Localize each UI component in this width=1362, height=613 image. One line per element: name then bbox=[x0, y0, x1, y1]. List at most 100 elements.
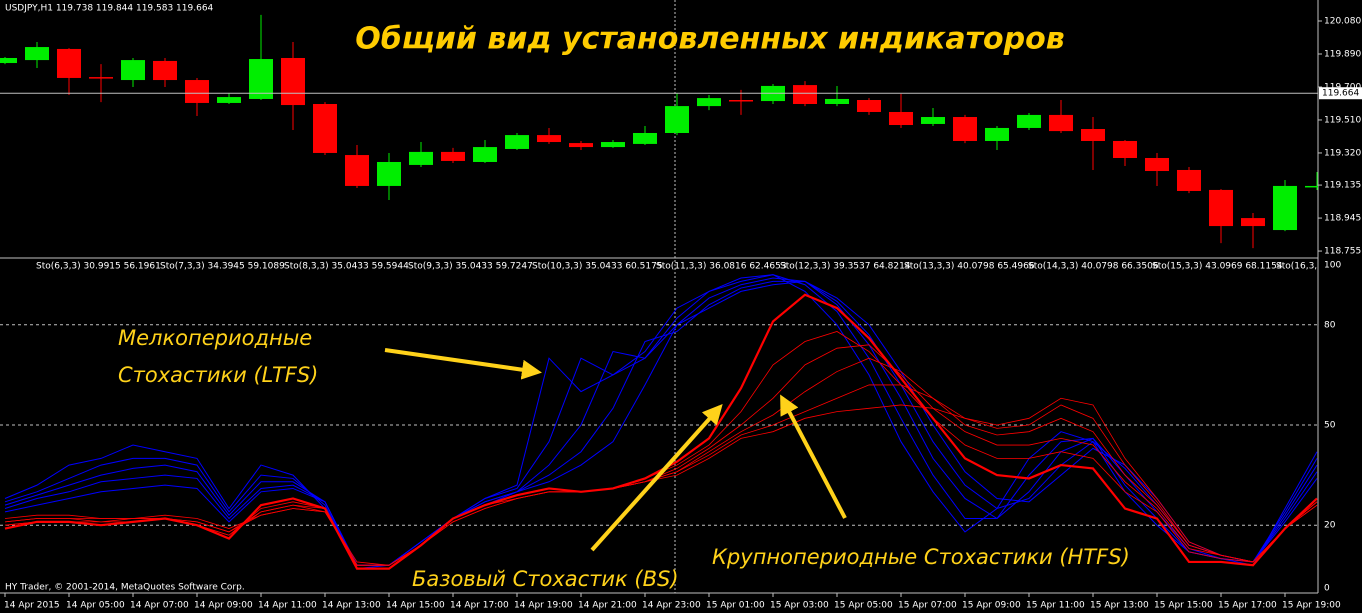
candle-body bbox=[1049, 114, 1073, 132]
annotation: Мелкопериодные bbox=[118, 326, 312, 350]
x-tick-label: 15 Apr 11:00 bbox=[1026, 601, 1085, 611]
y-tick-label: 119.890 bbox=[1324, 49, 1361, 59]
candle-body bbox=[217, 97, 241, 103]
stochastic-line bbox=[4, 274, 1318, 570]
annotation: Стохастики (LTFS) bbox=[118, 363, 318, 387]
candle-body bbox=[1241, 218, 1265, 227]
x-tick-label: 15 Apr 15:00 bbox=[1154, 601, 1213, 611]
legend-entry: Sto(13,3,3) 40.0798 65.4966 bbox=[904, 262, 1035, 272]
x-tick-label: 14 Apr 23:00 bbox=[642, 601, 701, 611]
candle-body bbox=[121, 60, 145, 81]
candle-body bbox=[953, 117, 977, 141]
x-tick-label: 14 Apr 07:00 bbox=[130, 601, 189, 611]
candle-body bbox=[1113, 140, 1137, 158]
legend-entry: Sto(10,3,3) 35.0433 60.5175 bbox=[532, 262, 663, 272]
arrow bbox=[780, 394, 847, 519]
stochastic-line bbox=[4, 384, 1318, 566]
candle-body bbox=[473, 147, 497, 162]
candle-body bbox=[409, 151, 433, 165]
x-tick-label: 15 Apr 03:00 bbox=[770, 601, 829, 611]
x-tick-label: 14 Apr 11:00 bbox=[258, 601, 317, 611]
candle-body bbox=[985, 127, 1009, 141]
legend-entry: Sto(15,3,3) 43.0969 68.1154 bbox=[1152, 262, 1283, 272]
candle-body bbox=[313, 103, 337, 153]
stochastic-line bbox=[4, 397, 1318, 566]
y-tick-label: 120.080 bbox=[1324, 17, 1361, 27]
candle-body bbox=[1273, 185, 1297, 231]
arrow bbox=[384, 348, 542, 380]
legend-entry: Sto(11,3,3) 36.0816 62.4653 bbox=[656, 262, 787, 272]
legend-entry: Sto(8,3,3) 35.0433 59.5944 bbox=[284, 262, 409, 272]
x-tick-label: 15 Apr 05:00 bbox=[834, 601, 893, 611]
annotation: Крупнопериодные Стохастики (HTFS) bbox=[712, 545, 1130, 569]
candle-body bbox=[0, 57, 17, 64]
y-tick-label: 100 bbox=[1324, 261, 1341, 271]
copyright: HY Trader, © 2001-2014, MetaQuotes Softw… bbox=[5, 583, 245, 593]
price-label: 119.664 bbox=[1322, 89, 1359, 99]
y-tick-label: 119.135 bbox=[1324, 181, 1361, 191]
candle-body bbox=[153, 60, 177, 81]
candle-body bbox=[1145, 157, 1169, 172]
candle-body bbox=[185, 80, 209, 103]
legend-entry: Sto(16,3,3) 43.5553 6 bbox=[1276, 262, 1362, 272]
candle-body bbox=[857, 100, 881, 112]
candle-body bbox=[1017, 114, 1041, 128]
symbol-header: USDJPY,H1 119.738 119.844 119.583 119.66… bbox=[5, 4, 214, 14]
candle-body bbox=[633, 132, 657, 144]
candle-body bbox=[729, 100, 753, 102]
candle-body bbox=[1177, 169, 1201, 191]
candle-body bbox=[505, 135, 529, 149]
legend-entry: Sto(6,3,3) 30.9915 56.1961 bbox=[36, 262, 161, 272]
y-tick-label: 20 bbox=[1324, 521, 1336, 531]
candle-body bbox=[1305, 185, 1318, 188]
price-label-box bbox=[1319, 87, 1362, 100]
y-tick-label: 118.755 bbox=[1324, 247, 1361, 257]
legend-entry: Sto(12,3,3) 39.3537 64.8214 bbox=[780, 262, 911, 272]
x-tick-label: 14 Apr 05:00 bbox=[66, 601, 125, 611]
candle-body bbox=[377, 161, 401, 186]
candle-body bbox=[825, 98, 849, 104]
x-tick-label: 14 Apr 19:00 bbox=[514, 601, 573, 611]
y-tick-label: 119.510 bbox=[1324, 115, 1361, 125]
y-tick-label: 0 bbox=[1324, 584, 1330, 594]
stochastic-line bbox=[4, 277, 1318, 566]
candle-body bbox=[537, 135, 561, 143]
candle-body bbox=[665, 106, 689, 133]
candle-body bbox=[57, 48, 81, 78]
y-tick-label: 118.945 bbox=[1324, 214, 1361, 224]
candle-body bbox=[1209, 189, 1233, 227]
candle-body bbox=[569, 143, 593, 148]
price-panel bbox=[0, 14, 1318, 249]
arrow bbox=[590, 404, 723, 552]
legend-entry: Sto(7,3,3) 34.3945 59.1089 bbox=[160, 262, 285, 272]
candle-body bbox=[921, 117, 945, 124]
banner: Общий вид установленных индикаторов bbox=[355, 22, 1064, 57]
annotation: Базовый Стохастик (BS) bbox=[412, 567, 679, 591]
x-tick-label: 14 Apr 13:00 bbox=[322, 601, 381, 611]
arrows bbox=[384, 348, 847, 552]
axes: 120.080119.890119.700119.510119.320119.1… bbox=[0, 17, 1362, 611]
x-tick-label: 14 Apr 2015 bbox=[4, 601, 60, 611]
x-tick-label: 15 Apr 07:00 bbox=[898, 601, 957, 611]
legend-entry: Sto(14,3,3) 40.0798 66.3506 bbox=[1028, 262, 1159, 272]
x-tick-label: 15 Apr 17:00 bbox=[1218, 601, 1277, 611]
candle-body bbox=[793, 85, 817, 104]
x-tick-label: 15 Apr 09:00 bbox=[962, 601, 1021, 611]
legend-entry: Sto(9,3,3) 35.0433 59.7247 bbox=[408, 262, 533, 272]
y-tick-label: 50 bbox=[1324, 421, 1336, 431]
stochastic-line bbox=[4, 280, 1318, 566]
y-tick-label: 80 bbox=[1324, 320, 1336, 330]
candle-body bbox=[441, 151, 465, 161]
candle-body bbox=[25, 47, 49, 61]
candle-body bbox=[889, 111, 913, 126]
candle-body bbox=[697, 98, 721, 107]
y-tick-label: 119.320 bbox=[1324, 148, 1361, 158]
candle-body bbox=[601, 142, 625, 148]
x-tick-label: 15 Apr 13:00 bbox=[1090, 601, 1149, 611]
candle-body bbox=[249, 59, 273, 99]
indicator-panel bbox=[0, 274, 1318, 570]
x-tick-label: 14 Apr 17:00 bbox=[450, 601, 509, 611]
x-tick-label: 14 Apr 09:00 bbox=[194, 601, 253, 611]
candle-body bbox=[345, 155, 369, 186]
